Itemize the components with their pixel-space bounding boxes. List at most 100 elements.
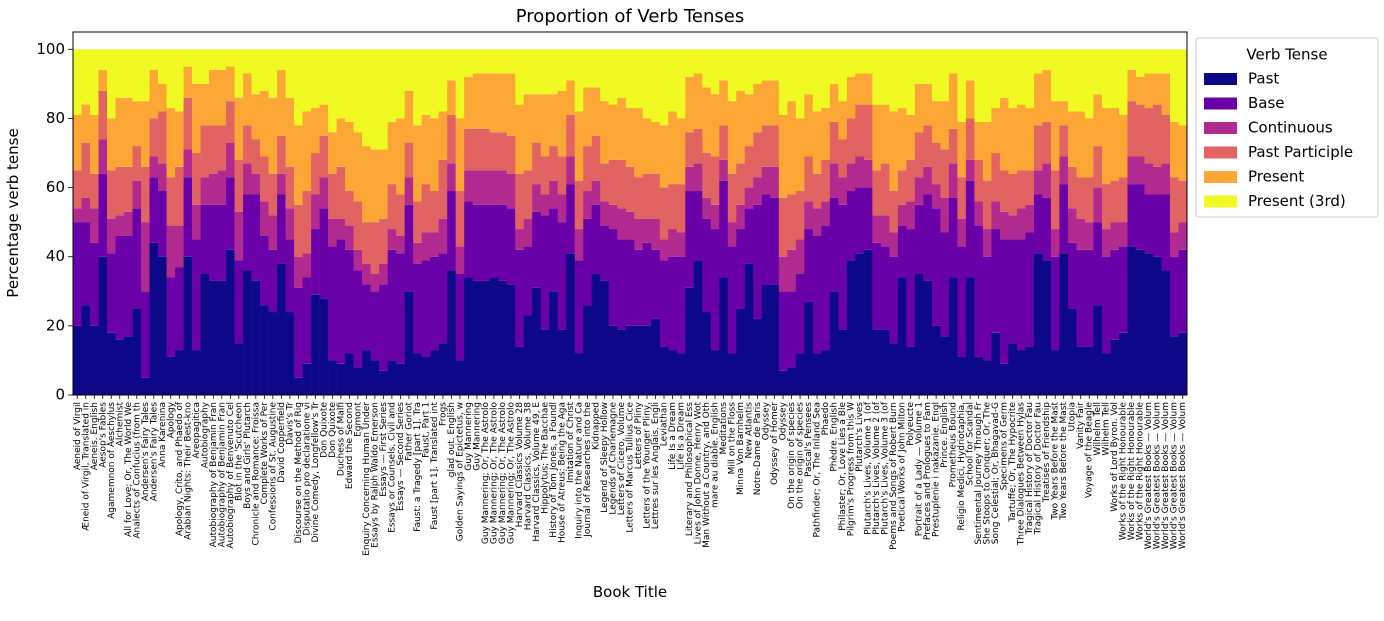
bar-segment: [940, 49, 950, 102]
bar-segment: [999, 363, 1009, 395]
bar-segment: [727, 173, 737, 223]
bar-segment: [73, 222, 82, 326]
bar-segment: [1016, 170, 1026, 209]
bar-segment: [659, 125, 669, 188]
bar-segment: [872, 49, 882, 105]
y-tick-label: 0: [55, 386, 65, 404]
bar-segment: [982, 49, 992, 122]
bar-segment: [1127, 246, 1137, 395]
x-tick-label: Harvard Classics, Volume 49, E: [532, 402, 542, 542]
bar-segment: [880, 104, 890, 164]
bar-segment: [1084, 49, 1094, 119]
bar-segment: [311, 229, 320, 295]
x-tick-label: Three Dialogues Between Hylas: [1017, 402, 1027, 546]
bar-segment: [812, 235, 822, 354]
x-tick-label: Autobiography of Benvenuto Cel: [226, 402, 236, 549]
bar-segment: [1101, 229, 1111, 257]
bar-segment: [260, 49, 269, 91]
bar-segment: [404, 177, 414, 205]
bar-segment: [81, 305, 91, 395]
bar-segment: [489, 204, 499, 278]
bar-segment: [719, 159, 729, 181]
bar-segment: [183, 49, 193, 67]
bar-segment: [379, 149, 388, 219]
x-tick-label: Plutarch's Lives, Volume 3 (of: [881, 401, 891, 535]
bar-segment: [489, 49, 499, 74]
bar-segment: [379, 284, 388, 371]
bar-segment: [863, 73, 873, 105]
bar-segment: [923, 125, 933, 167]
legend-title: Verb Tense: [1246, 46, 1327, 64]
bar-segment: [166, 177, 176, 226]
bar-segment: [362, 284, 371, 351]
bar-segment: [481, 204, 490, 281]
bar-segment: [268, 173, 278, 216]
bar-segment: [710, 350, 720, 395]
x-tick-label: Wilhelm Tell: [1102, 402, 1112, 456]
bar-segment: [710, 49, 720, 95]
x-tick-label: Plutarch's Lives, Volume 2 (of: [872, 401, 882, 535]
bar-segment: [1178, 125, 1188, 181]
bar-segment: [591, 135, 601, 181]
bar-segment: [200, 125, 210, 178]
bar-segment: [234, 343, 244, 395]
bar-segment: [107, 49, 116, 119]
bar-segment: [761, 80, 771, 126]
bar-segment: [302, 111, 312, 192]
bar-segment: [1161, 194, 1171, 271]
bar-segment: [464, 201, 473, 278]
bar-segment: [1118, 177, 1128, 223]
x-tick-label: Life Is a Dream: [668, 402, 678, 470]
bar-segment: [1161, 270, 1171, 395]
x-tick-label: Chronicle and Romance: Froissa: [251, 402, 261, 546]
bar-segment: [625, 49, 635, 109]
bar-segment: [430, 191, 439, 233]
bar-segment: [183, 256, 193, 395]
bar-segment: [464, 49, 473, 77]
bar-segment: [1084, 177, 1094, 223]
x-tick-label: Portrait of a Lady — Volume 1: [915, 402, 925, 536]
bar-segment: [115, 339, 125, 395]
x-tick-label: Works of the Right Honourable: [1127, 402, 1137, 541]
bar-segment: [1169, 336, 1179, 395]
bar-segment: [897, 204, 907, 226]
bar-segment: [73, 325, 82, 395]
bar-segment: [268, 97, 278, 174]
bar-segment: [481, 73, 490, 129]
bar-segment: [345, 225, 354, 250]
bar-segment: [1084, 249, 1094, 347]
bar-segment: [166, 277, 176, 357]
bar-segment: [770, 49, 780, 81]
bar-segment: [923, 194, 933, 281]
bar-segment: [761, 194, 771, 285]
bar-segment: [345, 121, 354, 192]
legend-label: Past: [1248, 70, 1279, 88]
bar-segment: [795, 274, 805, 354]
y-tick-label: 80: [46, 109, 65, 127]
bar-segment: [659, 260, 669, 347]
x-tick-label: Utopia: [1068, 402, 1078, 431]
bar-segment: [1093, 305, 1103, 395]
bar-segment: [115, 97, 125, 167]
bar-segment: [829, 163, 839, 198]
bar-segment: [243, 270, 252, 395]
bar-segment: [1016, 350, 1026, 395]
bar-segment: [1093, 187, 1103, 223]
bar-segment: [795, 118, 805, 192]
bar-segment: [1152, 256, 1162, 395]
x-tick-label: Pascal's Pensees: [804, 402, 814, 477]
bar-segment: [370, 149, 380, 223]
bar-segment: [336, 166, 346, 219]
bar-segment: [421, 184, 431, 233]
bar-segment: [1169, 232, 1179, 257]
bar-segment: [702, 87, 712, 153]
x-tick-label: Lettres sur les Anglais. Engli: [651, 402, 661, 529]
bar-segment: [413, 242, 422, 264]
bar-segment: [702, 218, 712, 313]
x-tick-label: Arabian Nights: Their Best-kno: [183, 402, 193, 540]
bar-segment: [557, 222, 567, 330]
bar-segment: [778, 197, 788, 257]
x-tick-label: World's Greatest Books — Volum: [1153, 402, 1163, 549]
bar-segment: [1084, 346, 1094, 395]
bar-segment: [889, 191, 899, 233]
